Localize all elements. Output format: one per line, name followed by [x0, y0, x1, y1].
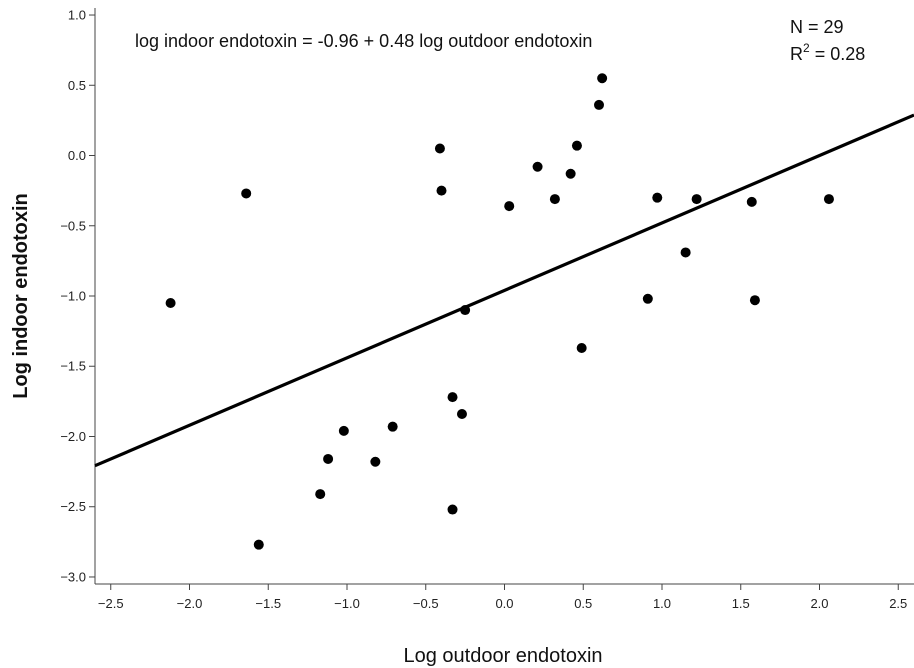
x-tick-label: 2.0 — [810, 596, 828, 611]
data-point — [746, 196, 757, 207]
data-point — [315, 489, 326, 500]
data-point — [338, 425, 349, 436]
x-tick-label: −0.5 — [413, 596, 439, 611]
r-squared-label: R2 = 0.28 — [790, 41, 865, 64]
regression-line — [94, 113, 914, 468]
data-points — [165, 73, 834, 550]
x-tick-label: 1.0 — [653, 596, 671, 611]
y-tick-label: −2.5 — [60, 499, 86, 514]
x-ticks: −2.5 −2.0 −1.5 −1.0 −0.5 0.0 0.5 1.0 1.5 2.0 2.5 — [98, 584, 907, 611]
regression-equation: log indoor endotoxin = -0.96 + 0.48 log … — [135, 31, 592, 51]
x-tick-label: −1.0 — [334, 596, 360, 611]
data-point — [253, 539, 264, 550]
x-tick-label: −2.0 — [177, 596, 203, 611]
data-point — [447, 392, 458, 403]
data-point — [652, 192, 663, 203]
data-point — [447, 504, 458, 515]
data-point — [456, 409, 467, 420]
data-point — [241, 188, 252, 199]
data-point — [323, 453, 334, 464]
x-axis-title: Log outdoor endotoxin — [403, 645, 602, 667]
y-ticks: 1.0 0.5 0.0 −0.5 −1.0 −1.5 −2.0 −2.5 −3.0 — [60, 8, 95, 584]
y-tick-label: 0.0 — [68, 148, 86, 163]
data-point — [434, 143, 445, 154]
y-axis-title: Log indoor endotoxin — [10, 193, 32, 399]
data-point — [571, 140, 582, 151]
r-squared-exponent: 2 — [803, 41, 810, 55]
data-point — [823, 194, 834, 205]
data-point — [749, 295, 760, 306]
data-point — [460, 305, 471, 316]
data-point — [387, 421, 398, 432]
r-squared-value: = 0.28 — [810, 44, 866, 64]
y-tick-label: −0.5 — [60, 218, 86, 233]
data-point — [532, 161, 543, 172]
data-point — [565, 168, 576, 179]
data-point — [642, 293, 653, 304]
data-point — [549, 194, 560, 205]
x-tick-label: 1.5 — [732, 596, 750, 611]
y-tick-label: −1.0 — [60, 289, 86, 304]
x-tick-label: 0.0 — [495, 596, 513, 611]
data-point — [436, 185, 447, 196]
y-tick-label: −2.0 — [60, 429, 86, 444]
data-point — [504, 201, 515, 212]
x-tick-label: 0.5 — [574, 596, 592, 611]
data-point — [576, 342, 587, 353]
y-tick-label: 0.5 — [68, 78, 86, 93]
y-tick-label: 1.0 — [68, 8, 86, 23]
x-tick-label: −1.5 — [255, 596, 281, 611]
y-tick-label: −3.0 — [60, 569, 86, 584]
data-point — [370, 456, 381, 467]
data-point — [594, 99, 604, 110]
data-point — [165, 298, 176, 309]
x-tick-label: 2.5 — [889, 596, 907, 611]
r-squared-symbol: R — [790, 44, 803, 64]
n-label: N = 29 — [790, 17, 844, 37]
data-point — [597, 73, 608, 84]
axes: −2.5 −2.0 −1.5 −1.0 −0.5 0.0 0.5 1.0 1.5 2.0 2.5 1… — [60, 8, 914, 611]
data-point — [680, 247, 691, 258]
data-point — [691, 194, 702, 205]
y-tick-label: −1.5 — [60, 359, 86, 374]
x-tick-label: −2.5 — [98, 596, 124, 611]
